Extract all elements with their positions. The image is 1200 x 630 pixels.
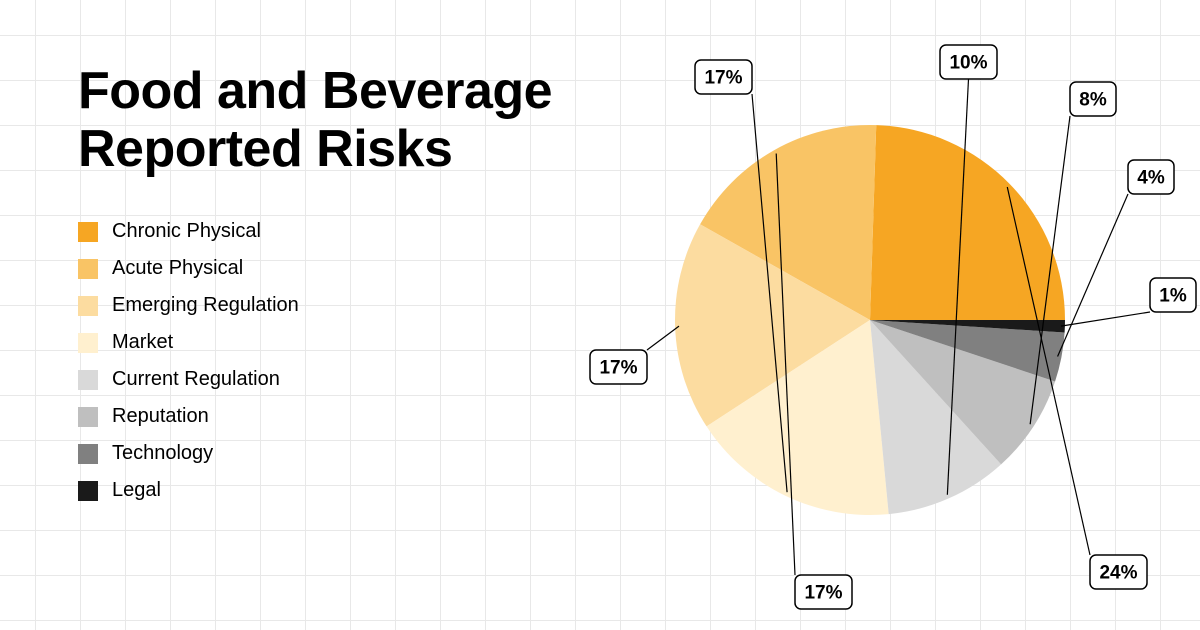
- legend-swatch: [78, 222, 98, 242]
- legend-label: Legal: [112, 479, 161, 502]
- page-title: Food and Beverage Reported Risks: [78, 62, 552, 178]
- legend-swatch: [78, 259, 98, 279]
- callout-label: 17%: [599, 358, 637, 379]
- pie-chart-svg: 24%17%17%17%10%8%4%1%: [560, 20, 1180, 610]
- legend-swatch: [78, 370, 98, 390]
- callout-label: 10%: [949, 53, 987, 74]
- chart-container: Food and Beverage Reported Risks Chronic…: [0, 0, 1200, 630]
- legend: Chronic Physical Acute Physical Emerging R…: [78, 220, 299, 502]
- legend-item: Current Regulation: [78, 368, 299, 391]
- legend-item: Emerging Regulation: [78, 294, 299, 317]
- legend-item: Acute Physical: [78, 257, 299, 280]
- legend-label: Market: [112, 331, 173, 354]
- pie-slice: [870, 125, 1065, 320]
- callout-label: 24%: [1099, 563, 1137, 584]
- title-line-2: Reported Risks: [78, 120, 452, 178]
- legend-swatch: [78, 333, 98, 353]
- title-line-1: Food and Beverage: [78, 62, 552, 120]
- legend-label: Reputation: [112, 405, 209, 428]
- legend-item: Technology: [78, 442, 299, 465]
- legend-label: Emerging Regulation: [112, 294, 299, 317]
- legend-item: Chronic Physical: [78, 220, 299, 243]
- legend-item: Market: [78, 331, 299, 354]
- callout-label: 17%: [804, 583, 842, 604]
- callout-label: 17%: [704, 68, 742, 89]
- legend-swatch: [78, 407, 98, 427]
- pie-chart: 24%17%17%17%10%8%4%1%: [560, 20, 1180, 610]
- callout-leader: [647, 326, 679, 350]
- legend-label: Technology: [112, 442, 213, 465]
- legend-item: Legal: [78, 479, 299, 502]
- callout-label: 4%: [1137, 168, 1165, 189]
- legend-label: Chronic Physical: [112, 220, 261, 243]
- legend-swatch: [78, 481, 98, 501]
- legend-label: Current Regulation: [112, 368, 280, 391]
- legend-swatch: [78, 296, 98, 316]
- legend-item: Reputation: [78, 405, 299, 428]
- legend-label: Acute Physical: [112, 257, 243, 280]
- callout-leader: [1058, 194, 1128, 357]
- callout-label: 8%: [1079, 90, 1107, 111]
- legend-swatch: [78, 444, 98, 464]
- callout-label: 1%: [1159, 286, 1187, 307]
